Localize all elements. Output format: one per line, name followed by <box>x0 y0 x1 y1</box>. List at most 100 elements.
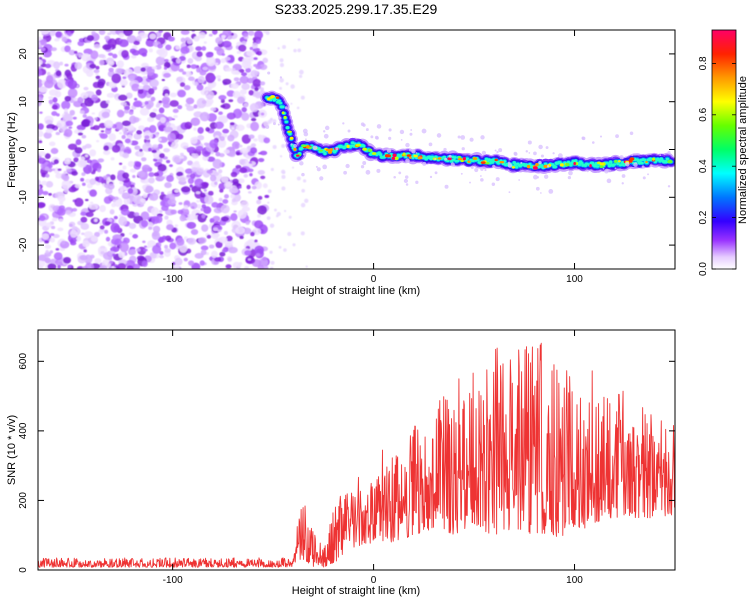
ridge-hotspot <box>511 166 516 169</box>
ridge-scatter <box>479 175 482 177</box>
noise-speckle <box>44 244 52 249</box>
noise-speckle <box>141 157 147 162</box>
noise-speckle <box>257 134 262 139</box>
noise-speckle <box>177 89 186 98</box>
noise-speckle <box>112 53 118 59</box>
ridge-blob <box>665 157 670 161</box>
noise-speckle <box>206 169 213 174</box>
ridge-scatter <box>370 135 374 139</box>
noise-speckle <box>249 173 253 177</box>
noise-speckle <box>259 87 264 92</box>
ridge-scatter <box>335 147 339 151</box>
noise-speckle <box>61 179 72 190</box>
noise-speckle <box>62 174 70 182</box>
noise-speckle <box>65 210 72 215</box>
noise-speckle <box>159 251 164 255</box>
noise-speckle <box>247 191 252 194</box>
noise-speckle <box>100 130 105 133</box>
noise-speckle <box>296 106 300 110</box>
noise-speckle <box>57 168 62 171</box>
noise-speckle <box>45 222 52 228</box>
noise-speckle <box>66 168 72 173</box>
noise-speckle <box>206 234 212 239</box>
ridge-hotspot <box>494 158 498 162</box>
noise-speckle <box>96 139 100 143</box>
noise-speckle <box>54 37 60 42</box>
noise-speckle <box>77 96 84 104</box>
noise-speckle <box>214 181 218 186</box>
noise-speckle <box>51 217 58 222</box>
noise-speckle <box>223 231 228 235</box>
noise-speckle <box>102 150 111 156</box>
ridge-scatter <box>494 149 497 152</box>
ridge-hotspot <box>589 164 592 168</box>
noise-speckle <box>253 57 258 60</box>
y-tick-label: 10 <box>18 96 29 108</box>
ridge-hotspot <box>306 145 310 149</box>
ridge-blob <box>455 159 460 163</box>
noise-speckle <box>52 234 60 239</box>
noise-speckle <box>119 242 129 253</box>
ridge-scatter <box>345 163 350 169</box>
noise-speckle <box>137 171 146 178</box>
noise-speckle <box>158 107 165 114</box>
noise-speckle <box>84 178 92 184</box>
noise-speckle <box>281 143 286 148</box>
noise-speckle <box>177 175 188 182</box>
noise-speckle <box>241 60 251 69</box>
noise-speckle <box>196 84 204 91</box>
figure-title: S233.2025.299.17.35.E29 <box>275 1 438 17</box>
noise-speckle <box>218 197 223 202</box>
noise-speckle <box>202 66 208 71</box>
ridge-hotspot <box>301 144 307 148</box>
noise-speckle <box>217 229 222 233</box>
noise-speckle <box>147 240 156 248</box>
noise-speckle <box>107 60 115 66</box>
noise-speckle <box>176 76 183 82</box>
ridge-scatter <box>365 169 371 175</box>
noise-speckle <box>103 145 110 151</box>
noise-speckle <box>222 78 232 85</box>
ridge-blob <box>378 152 383 156</box>
noise-speckle <box>212 30 218 35</box>
ridge-scatter <box>293 144 297 148</box>
noise-speckle <box>91 112 95 115</box>
noise-speckle <box>191 167 198 173</box>
noise-speckle <box>74 147 83 154</box>
noise-speckle <box>106 92 115 98</box>
noise-speckle <box>165 122 172 127</box>
noise-speckle <box>270 167 274 172</box>
noise-speckle <box>113 215 118 220</box>
noise-speckle <box>279 86 283 90</box>
noise-speckle <box>74 197 84 207</box>
ridge-scatter <box>528 152 531 154</box>
noise-speckle <box>49 89 59 96</box>
ridge-scatter <box>546 165 550 168</box>
noise-speckle <box>116 68 125 74</box>
noise-speckle <box>256 252 261 257</box>
ridge-scatter <box>315 165 318 168</box>
ridge-scatter <box>495 177 500 182</box>
noise-speckle <box>220 104 226 108</box>
ridge-scatter <box>278 116 282 120</box>
noise-speckle <box>146 38 151 41</box>
ridge-scatter <box>461 147 465 151</box>
ridge-hotspot <box>573 161 576 166</box>
ridge-hotspot <box>499 160 505 164</box>
ridge-scatter <box>496 150 499 154</box>
ridge-scatter <box>362 161 367 165</box>
noise-speckle <box>122 165 127 170</box>
noise-speckle <box>180 186 191 193</box>
ridge-scatter <box>538 160 542 165</box>
noise-speckle <box>136 130 143 135</box>
noise-speckle <box>283 209 287 213</box>
noise-speckle <box>204 195 214 205</box>
noise-speckle <box>48 96 54 100</box>
ridge-blob <box>284 120 289 124</box>
noise-speckle <box>44 257 51 263</box>
noise-speckle <box>205 127 210 132</box>
noise-speckle <box>121 192 131 200</box>
noise-speckle <box>99 133 108 139</box>
ridge-blob <box>278 101 283 105</box>
noise-speckle <box>296 176 301 181</box>
